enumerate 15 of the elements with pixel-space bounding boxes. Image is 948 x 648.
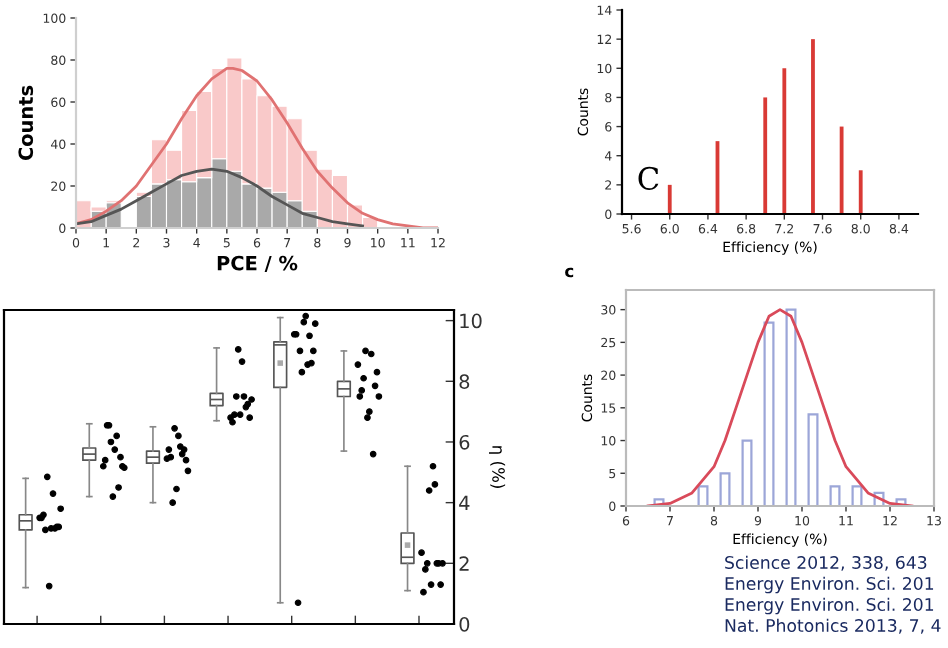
annotation: C xyxy=(638,166,659,190)
y-tick-label: 2 xyxy=(459,556,469,571)
y-tick-label: 4 xyxy=(459,495,470,511)
text: Energy Environ. Sci. 201 xyxy=(725,576,934,594)
y-tick-label: 6 xyxy=(459,434,470,450)
y-axis-title: η (%) xyxy=(489,446,506,488)
text: Nat. Photonics 2013, 7, 4 xyxy=(725,618,941,634)
x-axis-title: PCE / % xyxy=(217,255,298,272)
y-axis-title: Counts xyxy=(18,85,34,161)
text: Science 2012, 338, 643 xyxy=(725,555,927,571)
y-tick-label: 10 xyxy=(460,313,482,329)
text: c xyxy=(565,267,574,278)
y-tick-label: 0 xyxy=(459,616,470,632)
text: Energy Environ. Sci. 201 xyxy=(725,597,934,615)
y-tick-label: 8 xyxy=(459,374,470,389)
